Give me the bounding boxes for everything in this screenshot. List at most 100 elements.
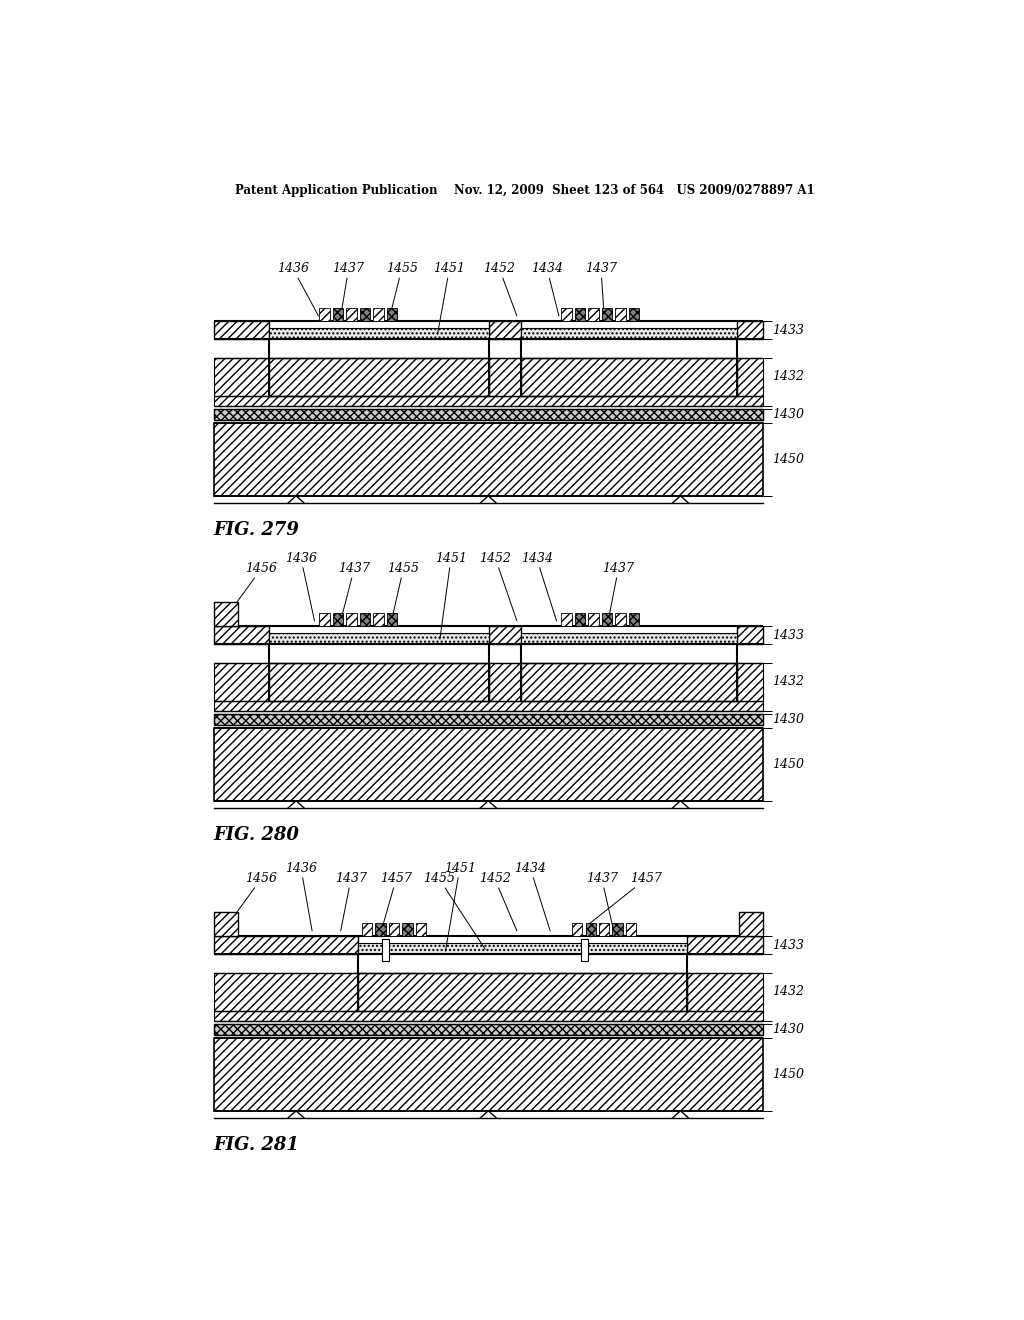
Bar	[561, 308, 571, 321]
Text: 1433: 1433	[772, 323, 805, 337]
Bar	[358, 973, 687, 1011]
Bar	[489, 626, 521, 644]
Text: 1437: 1437	[585, 263, 617, 315]
Text: 1433: 1433	[772, 628, 805, 642]
Bar	[214, 358, 269, 396]
Bar	[359, 612, 370, 626]
Text: 1457: 1457	[380, 873, 413, 925]
Bar	[333, 308, 343, 321]
Text: 1432: 1432	[772, 371, 805, 383]
Bar	[319, 308, 330, 321]
Text: 1437: 1437	[333, 263, 365, 315]
Bar	[489, 358, 521, 396]
Text: 1433: 1433	[772, 939, 805, 952]
Text: FIG. 281: FIG. 281	[214, 1137, 300, 1154]
Bar	[489, 663, 521, 701]
Bar	[387, 612, 397, 626]
Bar	[214, 973, 358, 1011]
Bar	[602, 308, 612, 321]
Text: 1455: 1455	[387, 562, 420, 620]
Bar	[333, 612, 343, 626]
Bar	[214, 714, 763, 725]
Text: 1430: 1430	[772, 408, 805, 421]
Bar	[615, 612, 626, 626]
Bar	[572, 923, 583, 936]
Bar	[214, 936, 358, 954]
Text: 1434: 1434	[531, 263, 563, 315]
Bar	[373, 308, 384, 321]
Text: 1434: 1434	[520, 552, 557, 620]
Text: 1437: 1437	[338, 562, 371, 620]
Bar	[739, 912, 763, 936]
Text: 1452: 1452	[479, 552, 517, 620]
Bar	[387, 308, 397, 321]
Bar	[574, 612, 585, 626]
Bar	[359, 308, 370, 321]
Bar	[615, 308, 626, 321]
Bar	[588, 308, 599, 321]
Bar	[737, 358, 763, 396]
Bar	[612, 923, 623, 936]
Bar	[214, 626, 269, 644]
Text: Patent Application Publication    Nov. 12, 2009  Sheet 123 of 564   US 2009/0278: Patent Application Publication Nov. 12, …	[234, 183, 815, 197]
Text: 1452: 1452	[478, 873, 517, 931]
Bar	[629, 612, 639, 626]
Text: 1432: 1432	[772, 985, 805, 998]
Bar	[214, 396, 763, 407]
Bar	[214, 602, 238, 626]
Bar	[214, 912, 238, 936]
Bar	[521, 329, 737, 339]
Text: 1437: 1437	[602, 562, 635, 620]
Text: 1457: 1457	[587, 873, 663, 925]
Bar	[737, 626, 763, 644]
Bar	[269, 358, 489, 396]
Text: 1451: 1451	[443, 862, 476, 952]
Bar	[214, 1024, 763, 1035]
Bar	[214, 1011, 763, 1022]
Text: 1451: 1451	[433, 263, 465, 334]
Bar	[269, 663, 489, 701]
Bar	[214, 1038, 763, 1110]
Bar	[737, 663, 763, 701]
Text: 1455: 1455	[423, 873, 485, 949]
Text: 1455: 1455	[386, 263, 418, 315]
Bar	[588, 612, 599, 626]
Text: 1434: 1434	[514, 862, 550, 931]
Bar	[521, 634, 737, 644]
Text: 1450: 1450	[772, 758, 805, 771]
Bar	[599, 923, 609, 936]
Bar	[214, 663, 269, 701]
Bar	[586, 923, 596, 936]
Bar	[602, 612, 612, 626]
Bar	[561, 612, 571, 626]
Bar	[389, 923, 399, 936]
Bar	[489, 321, 521, 339]
Bar	[581, 939, 588, 961]
Bar	[382, 939, 389, 961]
Bar	[214, 727, 763, 801]
Bar	[521, 663, 737, 701]
Bar	[402, 923, 413, 936]
Bar	[687, 973, 763, 1011]
Text: 1436: 1436	[278, 263, 318, 315]
Bar	[346, 308, 356, 321]
Bar	[416, 923, 426, 936]
Bar	[214, 701, 763, 711]
Bar	[361, 923, 372, 936]
Bar	[214, 321, 269, 339]
Bar	[214, 409, 763, 420]
Text: FIG. 280: FIG. 280	[214, 826, 300, 845]
Bar	[319, 612, 330, 626]
Text: 1450: 1450	[772, 453, 805, 466]
Text: 1456: 1456	[223, 873, 278, 931]
Text: 1436: 1436	[285, 862, 317, 931]
Text: 1451: 1451	[435, 552, 467, 639]
Bar	[358, 944, 687, 954]
Text: 1456: 1456	[223, 562, 278, 620]
Bar	[269, 329, 489, 339]
Text: 1430: 1430	[772, 713, 805, 726]
Bar	[687, 936, 763, 954]
Bar	[737, 321, 763, 339]
Bar	[629, 308, 639, 321]
Bar	[521, 358, 737, 396]
